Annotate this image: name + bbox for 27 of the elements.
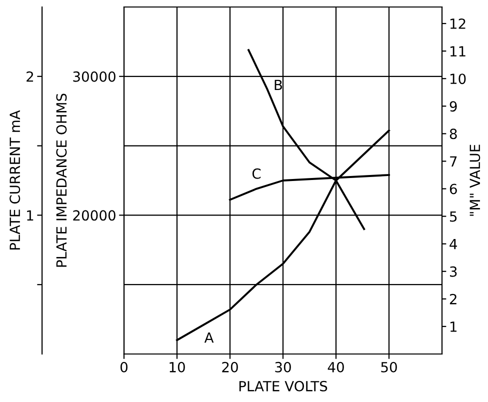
y2-tick-label: 5 [450, 211, 457, 222]
x-tick-label: 0 [120, 362, 128, 372]
x-tick-label: 40 [328, 362, 344, 372]
annotation: C [252, 168, 261, 179]
annotation: A [204, 332, 214, 343]
y2-tick-label: 3 [450, 266, 457, 277]
y2-tick-label: 2 [450, 294, 456, 304]
x-tick-label: 20 [222, 362, 238, 372]
y2-tick-label: 6 [450, 184, 457, 194]
y3-tick-label: 20000 [73, 210, 116, 221]
y3-tick-label: 30000 [73, 71, 116, 82]
y3-axis-title: PLATE IMPEDANCE OHMS [56, 94, 67, 267]
y2-tick-label: 11 [450, 46, 466, 56]
y2-tick-label: 12 [450, 18, 466, 29]
x-tick-label: 30 [275, 362, 291, 372]
y2-tick-label: 10 [450, 74, 466, 84]
annotation: B [274, 80, 282, 90]
x-tick-label: 10 [170, 362, 185, 372]
y2-tick-label: 1 [450, 322, 456, 332]
y2-axis-title: "M" VALUE [470, 144, 480, 216]
y2-tick-label: 8 [450, 128, 457, 140]
y2-tick-label: 9 [450, 101, 457, 112]
y-axis-title: PLATE CURRENT mA [10, 110, 20, 250]
x-axis-title: PLATE VOLTS [239, 380, 328, 392]
y2-tick-label: 7 [450, 156, 457, 166]
y2-tick-label: 4 [450, 238, 457, 250]
x-tick-label: 50 [381, 362, 397, 372]
